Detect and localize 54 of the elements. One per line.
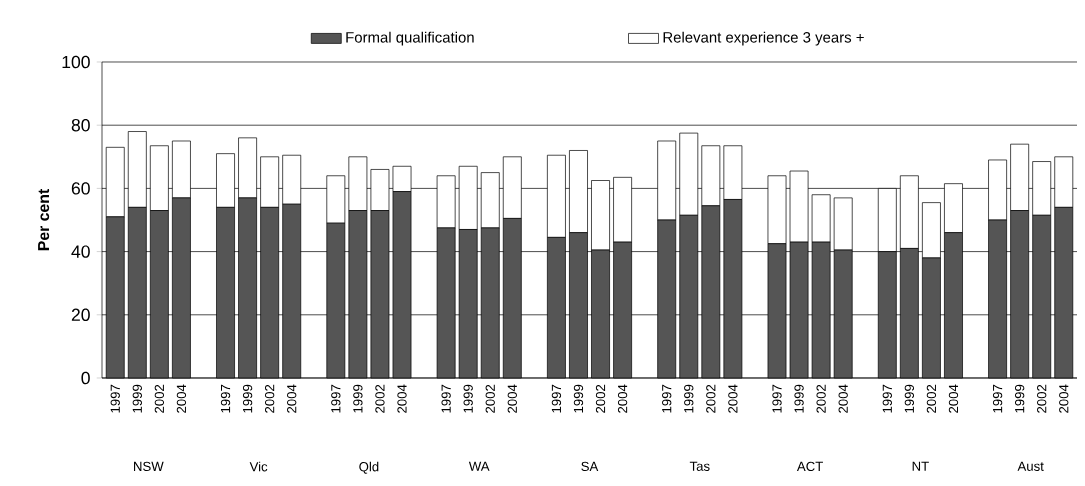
x-tick-label: 1999: [463, 384, 473, 413]
x-tick-label: 1997: [992, 384, 1003, 413]
x-tick-label: 2002: [595, 384, 606, 413]
x-tick-label: 1999: [904, 384, 915, 413]
x-tick-label: 2004: [176, 384, 187, 413]
y-tick-label: 20: [71, 308, 90, 322]
text: Aust: [1017, 461, 1044, 471]
x-tick-label: 2004: [617, 384, 628, 413]
legend-label: Formal qualification: [346, 31, 474, 46]
text: WA: [468, 461, 490, 471]
text: NT: [912, 461, 929, 471]
y-tick-label: 0: [81, 371, 90, 385]
x-tick-label: 1997: [882, 384, 892, 413]
x-tick-label: 2002: [926, 384, 937, 413]
x-tick-label: 2002: [485, 384, 495, 413]
x-tick-label: 2002: [706, 384, 716, 413]
x-tick-label: 1997: [772, 384, 782, 413]
text: NSW: [134, 461, 164, 472]
x-tick-label: 1997: [331, 384, 341, 413]
x-tick-label: 2004: [728, 384, 738, 413]
x-tick-label: 2002: [154, 384, 165, 413]
y-tick-label: 60: [71, 182, 90, 195]
text: Tas: [689, 461, 710, 471]
x-tick-label: 2002: [1037, 384, 1047, 413]
x-tick-label: 2004: [838, 384, 848, 413]
x-tick-label: 1999: [1014, 384, 1025, 413]
x-tick-label: 2004: [287, 384, 297, 413]
text: SA: [581, 461, 599, 472]
y-tick-label: 80: [71, 118, 90, 132]
x-tick-label: 1999: [353, 384, 363, 413]
y-tick-label: 40: [71, 245, 90, 258]
x-tick-label: 2002: [816, 384, 826, 413]
x-tick-label: 2004: [397, 384, 407, 413]
x-tick-label: 1999: [573, 384, 584, 413]
x-tick-label: 2004: [948, 384, 959, 413]
x-tick-label: 1997: [110, 384, 120, 413]
x-tick-label: 2004: [507, 384, 517, 413]
text: Qld: [359, 461, 379, 474]
x-tick-label: 1997: [551, 384, 562, 413]
x-tick-label: 2002: [264, 384, 275, 413]
x-tick-label: 1997: [441, 384, 451, 413]
x-tick-label: 1999: [794, 384, 804, 413]
x-tick-label: 1997: [220, 384, 231, 413]
y-axis-title: Per cent: [38, 189, 50, 251]
x-tick-label: 2004: [1059, 384, 1069, 413]
x-tick-label: 1997: [662, 384, 672, 413]
x-tick-label: 1999: [132, 384, 142, 413]
text: Vic: [249, 461, 268, 472]
text: ACT: [796, 461, 823, 472]
x-tick-label: 1999: [684, 384, 694, 413]
y-tick-label: 100: [62, 55, 90, 69]
x-tick-label: 2002: [375, 384, 385, 413]
x-tick-label: 1999: [242, 384, 253, 413]
legend-label: Relevant experience 3 years +: [663, 31, 864, 46]
